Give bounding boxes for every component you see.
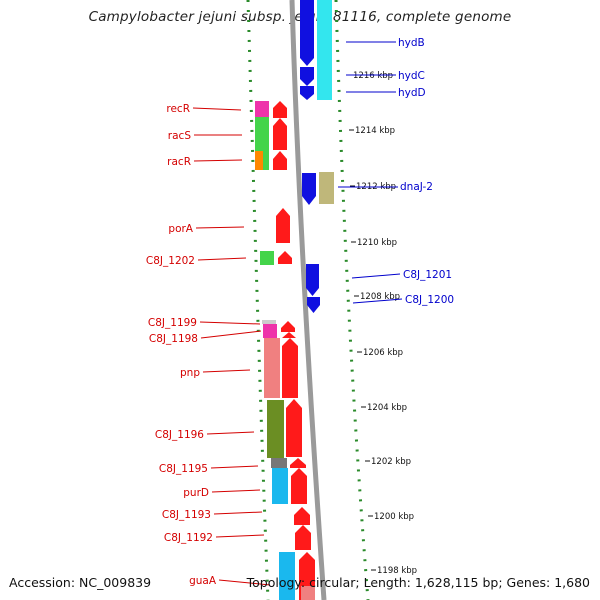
gene-label-C8J_1193: C8J_1193 [162,509,211,521]
gene-label-C8J_1198: C8J_1198 [149,333,198,345]
gene-label-guaA: guaA [189,575,217,587]
genome-backbone [289,0,327,600]
gene-purD [291,468,307,504]
tick-label: 1202 kbp [371,457,411,467]
gene-recR [273,101,287,118]
gene-label-C8J_1201: C8J_1201 [403,269,452,281]
gene-label-C8J_1196: C8J_1196 [155,429,204,441]
tick-label: 1200 kbp [374,512,414,522]
map-title: Campylobacter jejuni subsp. jejuni 81116… [88,9,512,25]
gene-porA [276,208,290,243]
gene-racR [273,151,287,170]
gene-label-dnaJ-2: dnaJ-2 [400,181,433,193]
tick-group [347,74,376,571]
gene-label-C8J_1199: C8J_1199 [148,317,197,329]
gene-C8J_1195 [290,458,306,468]
cog-box [264,338,280,398]
right-track-guide [334,0,370,600]
cog-box [301,586,315,600]
cog-box [319,172,334,204]
cog-box [272,468,288,504]
right-leaders [338,41,403,304]
gene-label-C8J_1195: C8J_1195 [159,463,208,475]
gene-dnaJ-2 [302,173,316,205]
tick-label: 1206 kbp [363,348,403,358]
gene-hydB [300,0,314,66]
gene-label-purD: purD [183,487,209,499]
tick-label: 1198 kbp [377,566,417,576]
gene-label-hydB: hydB [398,37,425,49]
tick-label: 1208 kbp [360,292,400,302]
gene-hydD [300,86,314,100]
cog-box [263,324,277,338]
left-leaders [192,107,271,586]
gene-label-C8J_1200: C8J_1200 [405,294,454,306]
gene-label-racS: racS [168,130,192,142]
gene-label-hydD: hydD [398,87,426,99]
cog-box [263,151,269,170]
gene-C8J_1199 [281,321,295,332]
cog-box [255,101,269,117]
genome-summary: Topology: circular; Length: 1,628,115 bp… [246,575,590,590]
cog-box [255,151,263,170]
accession-label: Accession: NC_009839 [9,575,152,590]
gene-C8J_1198 [282,332,296,338]
gene-racS [273,118,287,150]
gene-C8J_1202 [278,251,292,264]
gene-C8J_1201 [306,264,319,296]
tick-label: 1216 kbp [353,71,393,81]
gene-C8J_1200 [307,297,320,313]
gene-hydC [300,67,314,86]
cog-box [260,251,274,265]
cog-box [262,320,276,324]
gene-label-porA: porA [168,223,193,235]
cog-box [271,458,287,468]
gene-C8J_1196 [286,399,302,457]
gene-label-C8J_1202: C8J_1202 [146,255,195,267]
cog-box [255,117,269,151]
gene-label-hydC: hydC [398,70,425,82]
left-track-guide [246,0,270,600]
cog-box [267,400,284,458]
gene-C8J_1192 [295,525,311,550]
gene-label-racR: racR [167,156,191,168]
gene-pnp [282,338,298,398]
cog-box [317,0,332,100]
tick-label: 1210 kbp [357,238,397,248]
gene-label-C8J_1192: C8J_1192 [164,532,213,544]
tick-label: 1214 kbp [355,126,395,136]
gene-label-pnp: pnp [180,367,200,379]
gene-label-recR: recR [166,103,190,115]
tick-label: 1204 kbp [367,403,407,413]
cog-box [279,552,295,600]
gene-C8J_1193 [294,507,310,525]
